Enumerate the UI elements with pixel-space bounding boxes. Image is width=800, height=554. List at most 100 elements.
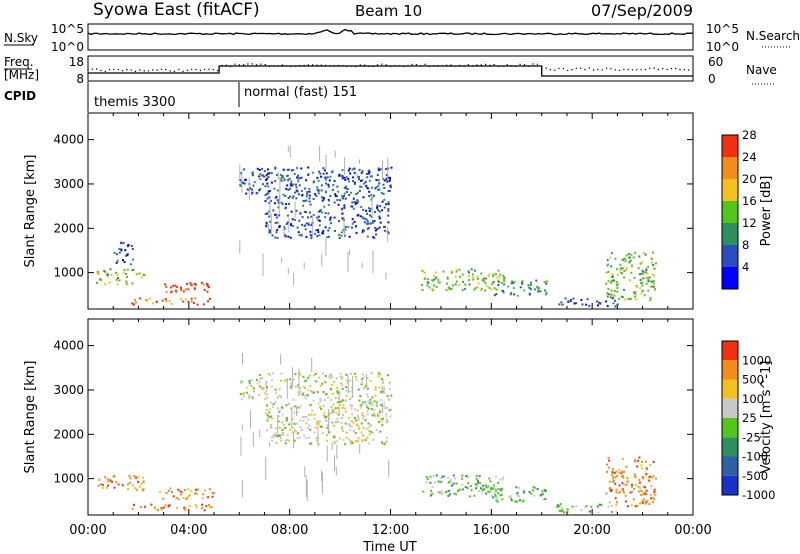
velocity-cell xyxy=(153,506,156,509)
power-cell xyxy=(491,283,494,286)
power-cell xyxy=(383,187,386,189)
power-cell xyxy=(474,287,477,290)
velocity-cell xyxy=(341,429,344,432)
nave-dot xyxy=(247,63,249,65)
power-cell xyxy=(639,262,642,265)
velocity-cell xyxy=(566,510,569,513)
power-cell xyxy=(307,222,310,225)
power-cell xyxy=(345,176,348,179)
nave-dot xyxy=(519,63,521,65)
velocity-cell xyxy=(314,426,317,429)
colorbar-segment xyxy=(722,398,738,419)
x-tick-label: 12:00 xyxy=(372,523,409,538)
power-cell xyxy=(390,166,393,169)
power-cell xyxy=(512,282,515,284)
power-cell xyxy=(124,249,127,252)
velocity-cell xyxy=(492,487,495,490)
nave-dot xyxy=(571,69,573,71)
velocity-cell xyxy=(117,483,120,486)
velocity-cell xyxy=(106,486,109,489)
power-cell xyxy=(271,234,274,237)
power-streak xyxy=(343,216,345,233)
power-cell xyxy=(328,179,331,182)
velocity-cell xyxy=(331,422,334,425)
velocity-cell xyxy=(376,400,379,403)
power-cell xyxy=(493,287,496,290)
velocity-cell xyxy=(308,424,311,427)
velocity-cell xyxy=(288,423,291,426)
velocity-cell xyxy=(190,490,193,493)
velocity-cell xyxy=(451,484,453,487)
power-cell xyxy=(325,182,328,185)
velocity-cell xyxy=(345,431,348,434)
nave-dot xyxy=(407,65,409,67)
velocity-cell xyxy=(651,476,654,479)
velocity-cell xyxy=(133,475,136,478)
velocity-cell xyxy=(510,497,513,500)
velocity-cell xyxy=(139,506,142,509)
power-cell xyxy=(316,176,319,179)
power-cell xyxy=(427,282,430,284)
power-cell xyxy=(155,301,158,303)
velocity-cell xyxy=(305,416,308,418)
power-cbar-label: Power [dB] xyxy=(759,176,774,247)
power-cell xyxy=(442,270,445,273)
power-cell xyxy=(467,270,470,273)
velocity-cell xyxy=(270,379,273,382)
power-cell xyxy=(385,178,388,181)
power-cell xyxy=(209,297,211,300)
power-cell xyxy=(276,221,279,224)
velocity-cell xyxy=(626,505,629,508)
power-cell xyxy=(283,227,286,230)
power-cell xyxy=(172,284,175,287)
velocity-cell xyxy=(281,432,284,435)
power-streak xyxy=(239,240,241,254)
nave-dot xyxy=(415,63,418,66)
nave-dot xyxy=(126,68,128,71)
velocity-streak xyxy=(291,407,293,429)
velocity-cell xyxy=(345,395,348,397)
velocity-cell xyxy=(342,406,344,409)
velocity-cell xyxy=(590,505,593,508)
power-cell xyxy=(530,281,532,284)
power-streak xyxy=(334,150,336,158)
velocity-cell xyxy=(644,486,646,489)
velocity-cell xyxy=(304,380,307,383)
velocity-cell xyxy=(641,490,644,493)
power-cell xyxy=(614,257,617,260)
velocity-streak xyxy=(293,433,294,449)
nave-dot xyxy=(627,68,629,71)
velocity-cell xyxy=(267,416,270,419)
power-cell xyxy=(309,211,311,214)
velocity-cell xyxy=(300,429,303,432)
velocity-cell xyxy=(458,488,461,491)
power-cell xyxy=(379,221,382,224)
velocity-cell xyxy=(440,490,443,493)
velocity-cell xyxy=(556,506,559,508)
power-cell xyxy=(613,294,616,297)
velocity-cell xyxy=(638,479,641,481)
nave-dot xyxy=(333,65,335,67)
power-cell xyxy=(586,298,589,301)
velocity-cell xyxy=(325,393,328,396)
power-cell xyxy=(96,270,99,273)
nave-dots xyxy=(87,63,690,73)
velocity-cell xyxy=(252,390,255,393)
power-cell xyxy=(351,205,354,208)
power-cell xyxy=(480,289,482,291)
velocity-cell xyxy=(461,483,464,486)
velocity-cell xyxy=(361,380,364,383)
power-cell xyxy=(133,298,136,301)
power-cell xyxy=(272,209,275,212)
power-cell xyxy=(386,180,389,183)
velocity-cell xyxy=(355,439,357,442)
velocity-cell xyxy=(341,425,344,428)
power-cell xyxy=(650,280,653,283)
power-cell xyxy=(316,186,319,189)
power-cell xyxy=(340,234,343,237)
velocity-cell xyxy=(292,378,295,381)
velocity-cell xyxy=(331,375,333,378)
power-streak xyxy=(293,272,295,285)
power-cell xyxy=(573,302,576,305)
velocity-streak xyxy=(304,466,306,477)
